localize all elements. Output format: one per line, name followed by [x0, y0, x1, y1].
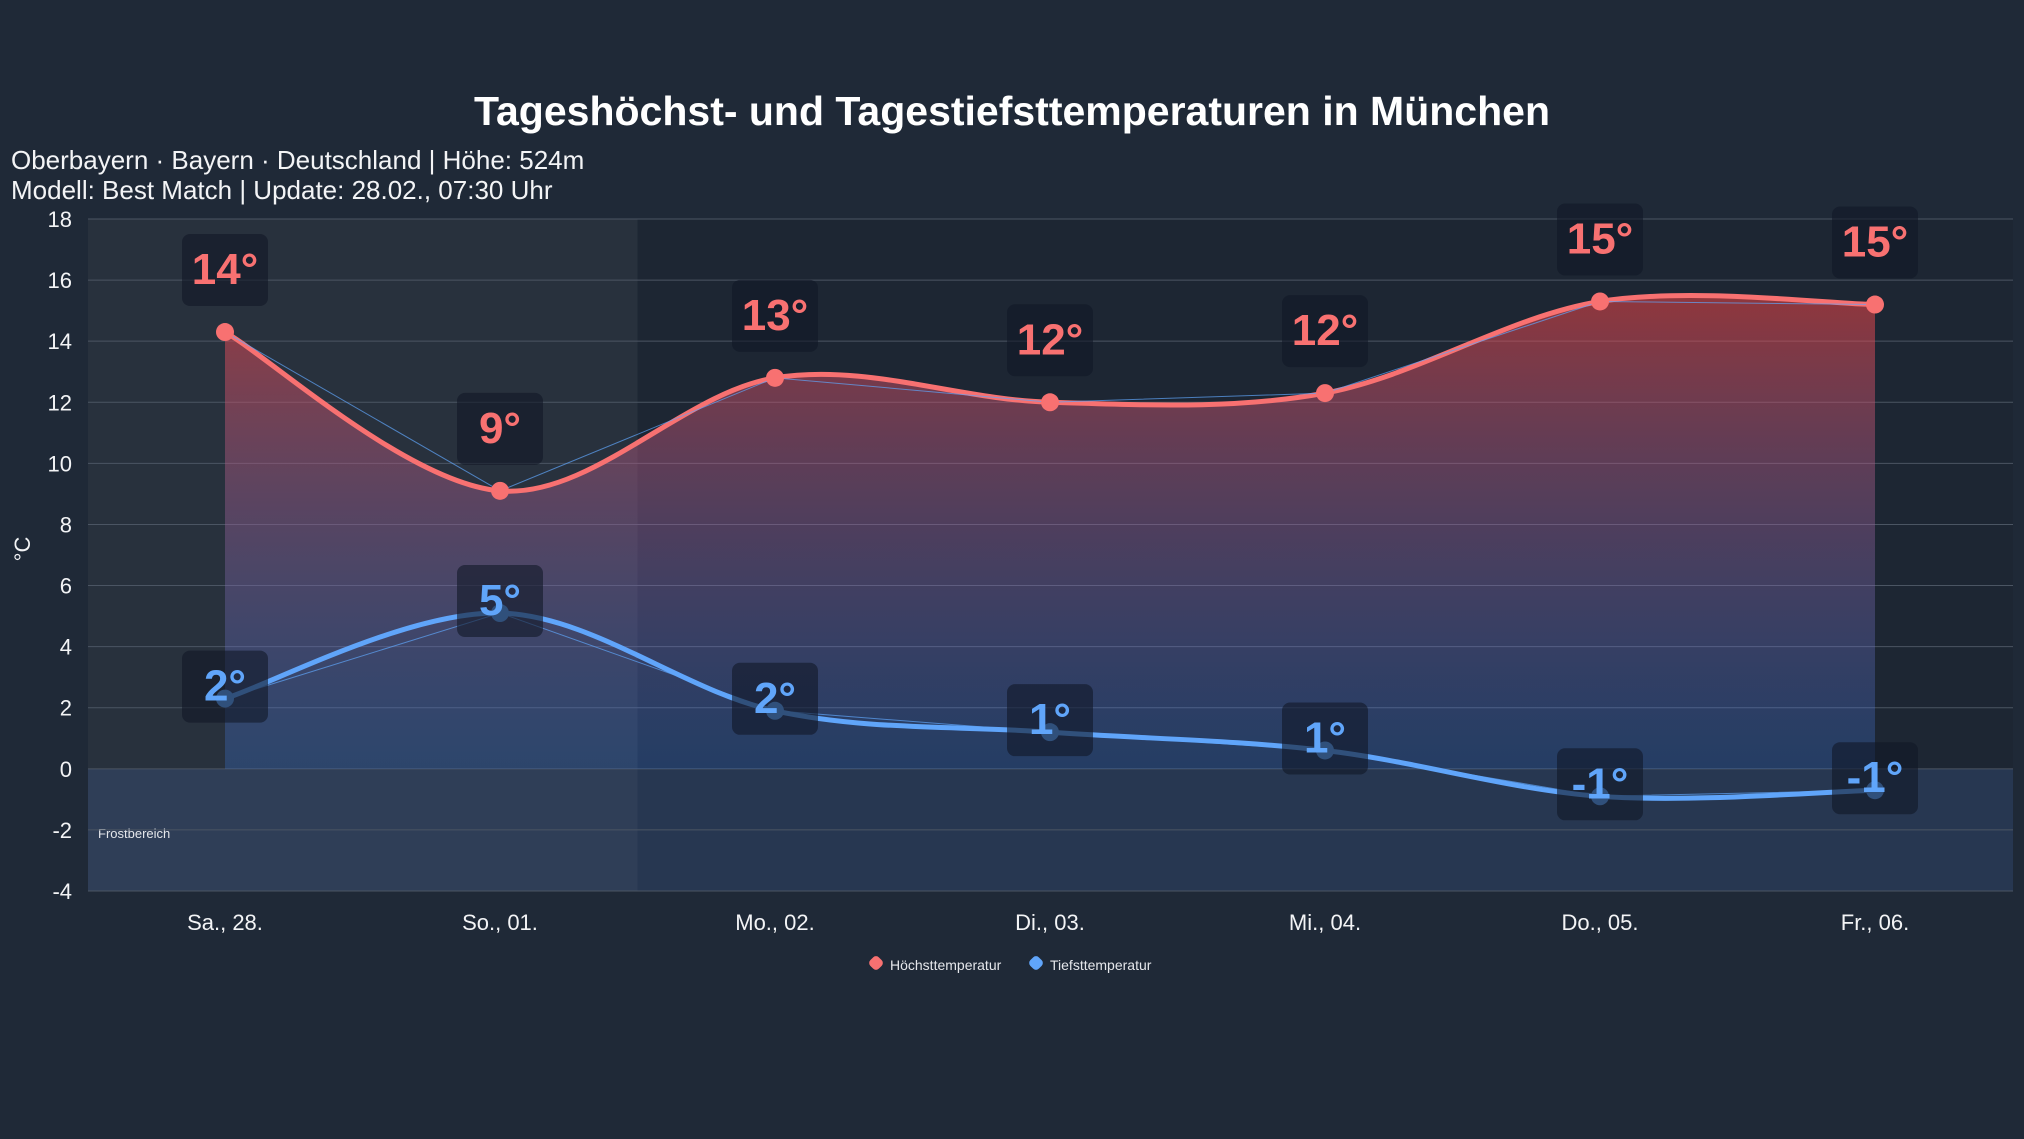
x-tick-label: Di., 03.	[1015, 910, 1085, 935]
data-label-box	[732, 279, 818, 352]
x-tick-label: So., 01.	[462, 910, 538, 935]
y-tick-label: -4	[52, 879, 72, 904]
y-tick-label: 4	[60, 635, 72, 660]
data-label-box	[1007, 684, 1093, 757]
data-label-box	[1832, 206, 1918, 279]
high-area	[225, 295, 1875, 769]
y-tick-label: 8	[60, 512, 72, 537]
frost-label: Frostbereich	[98, 826, 170, 841]
x-tick-label: Mo., 02.	[735, 910, 814, 935]
chart-subtitle-model: Modell: Best Match | Update: 28.02., 07:…	[11, 175, 553, 205]
x-tick-label: Sa., 28.	[187, 910, 263, 935]
y-tick-label: 14	[48, 329, 72, 354]
data-label: 14°	[192, 245, 259, 294]
chart-subtitle-location: Oberbayern · Bayern · Deutschland | Höhe…	[11, 145, 585, 175]
data-point	[1866, 295, 1884, 314]
data-point	[1316, 384, 1334, 403]
data-label: 12°	[1017, 315, 1084, 364]
y-tick-label: 0	[60, 757, 72, 782]
data-label-box	[1557, 203, 1643, 276]
y-tick-label: -2	[52, 818, 72, 843]
x-tick-label: Fr., 06.	[1841, 910, 1909, 935]
data-label: 1°	[1304, 713, 1346, 762]
y-tick-label: 10	[48, 451, 72, 476]
data-label-box	[1557, 748, 1643, 821]
y-tick-label: 12	[48, 390, 72, 415]
data-label-box	[182, 650, 268, 723]
y-tick-label: 18	[48, 207, 72, 232]
x-tick-label: Mi., 04.	[1289, 910, 1361, 935]
data-point	[491, 481, 509, 500]
data-label-box	[1007, 304, 1093, 377]
data-label-box	[1282, 702, 1368, 775]
data-label-box	[732, 662, 818, 735]
data-label-box	[457, 392, 543, 465]
y-axis-label: °C	[10, 537, 35, 562]
chart-title: Tageshöchst- und Tagestiefsttemperaturen…	[474, 88, 1550, 134]
x-tick-label: Do., 05.	[1561, 910, 1638, 935]
legend-marker	[1029, 956, 1043, 970]
data-label: 1°	[1029, 695, 1071, 744]
data-label: 5°	[479, 576, 521, 625]
data-label-box	[1282, 295, 1368, 368]
data-point	[216, 323, 234, 342]
y-tick-label: 6	[60, 574, 72, 599]
data-label: -1°	[1572, 759, 1629, 808]
data-label-box	[457, 565, 543, 638]
data-point	[766, 368, 784, 387]
data-label: 9°	[479, 404, 521, 453]
legend-label: Höchsttemperatur	[890, 957, 1002, 973]
data-label: 2°	[204, 662, 246, 711]
data-label: 15°	[1567, 214, 1634, 263]
y-tick-label: 16	[48, 268, 72, 293]
data-label: 13°	[742, 291, 809, 340]
data-label: -1°	[1847, 753, 1904, 802]
legend-label: Tiefsttemperatur	[1050, 957, 1152, 973]
legend-marker	[869, 956, 883, 970]
data-point	[1041, 393, 1059, 412]
data-point	[1591, 292, 1609, 311]
data-label: 2°	[754, 674, 796, 723]
data-label: 15°	[1842, 218, 1909, 267]
data-label: 12°	[1292, 306, 1359, 355]
y-tick-label: 2	[60, 696, 72, 721]
data-label-box	[1832, 742, 1918, 815]
data-label-box	[182, 234, 268, 307]
